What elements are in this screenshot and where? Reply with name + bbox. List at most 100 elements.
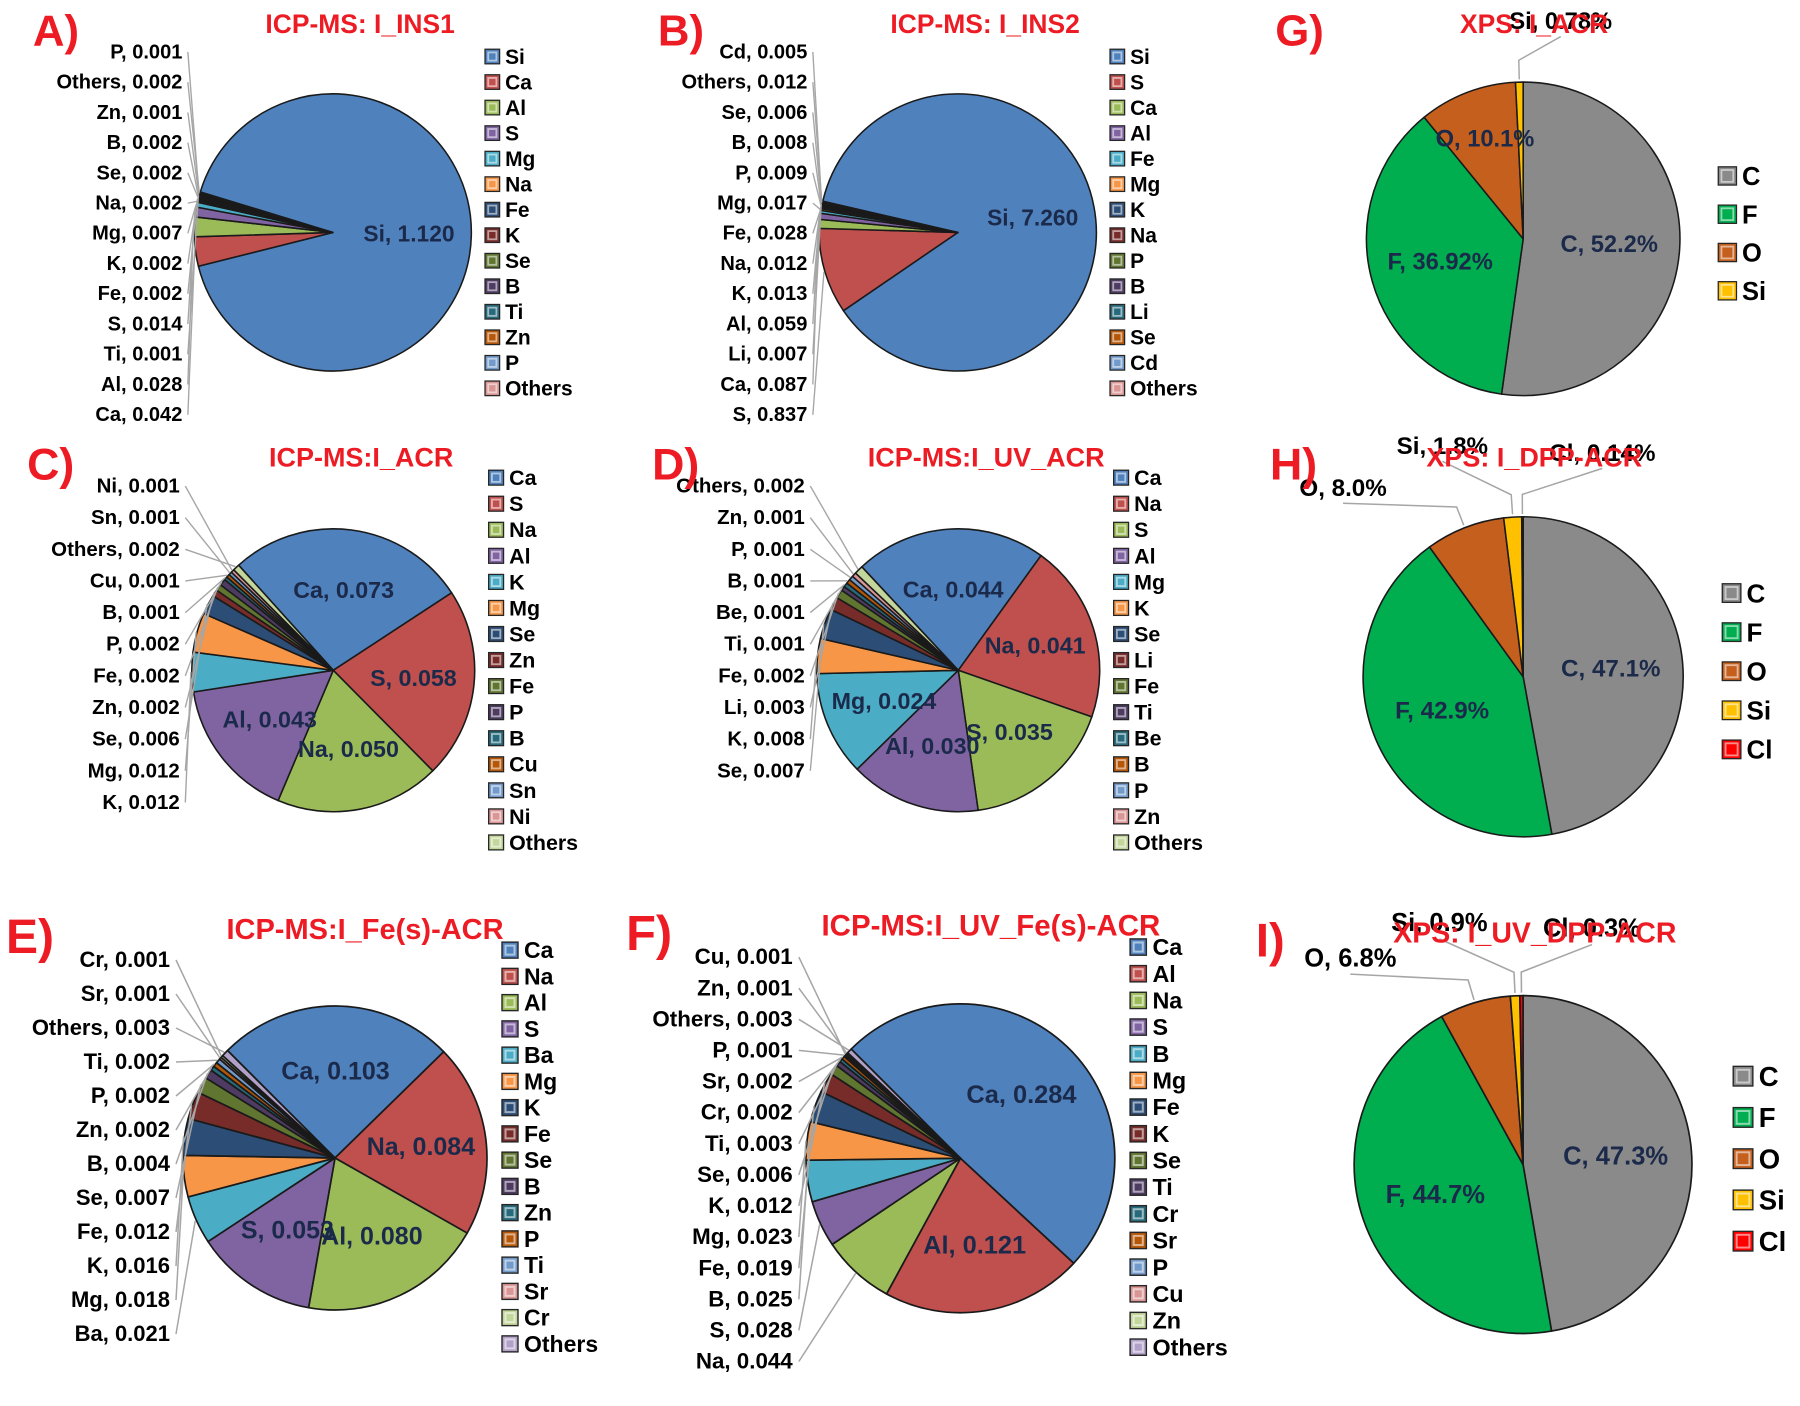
callout-label-P: P, 0.001 [110, 41, 182, 63]
leader-line-B [798, 1181, 808, 1300]
leader-line-Others [187, 82, 200, 193]
legend-swatch-inner-Ca [1115, 472, 1127, 483]
legend-label-B: B [509, 727, 524, 751]
legend-swatch-Mg [1113, 573, 1130, 590]
panel-d-chart: Others, 0.002 Zn, 0.001 P, 0.001 B, 0.001 Be… [652, 441, 1203, 855]
pie-slice-C [1522, 515, 1684, 836]
legend-swatch-inner-S [1132, 1021, 1144, 1033]
callout-label-Fe: Fe, 0.002 [98, 283, 183, 305]
callout-label-Cu: Cu, 0.001 [90, 569, 180, 592]
callout-label-Al: Al, 0.059 [726, 313, 807, 335]
legend-swatch-inner-Ti [1132, 1181, 1144, 1193]
callout-label-Se: Se, 0.007 [76, 1185, 170, 1210]
inside-label-F: F, 42.9% [1395, 698, 1489, 725]
legend-swatch-Na [484, 176, 501, 193]
callout-label-P: P, 0.001 [731, 538, 805, 561]
legend-swatch-P [501, 1230, 519, 1248]
legend-swatch-Cr [501, 1308, 519, 1327]
legend-swatch-inner-B [1115, 759, 1127, 770]
legend-label-Cr: Cr [1152, 1201, 1178, 1227]
legend-swatch-inner-Mg [490, 602, 502, 614]
callout-label-Mg: Mg, 0.007 [92, 223, 182, 245]
leader-line-B [184, 577, 226, 614]
pie-slice-Al [885, 1157, 1075, 1314]
legend-item-Fe: Fe [1113, 675, 1159, 699]
legend-swatch-inner-P [1115, 785, 1127, 796]
legend-item-P: P [1129, 1254, 1168, 1280]
legend-swatch-Na [1109, 227, 1126, 244]
legend-swatch-Ca [501, 941, 519, 959]
legend-item-S: S [1109, 71, 1144, 94]
legend-swatch-inner-Cl [1724, 742, 1739, 757]
legend-label-Mg: Mg [1152, 1068, 1186, 1094]
legend-swatch-inner-Others [1132, 1341, 1144, 1353]
callout-label-Se: Se, 0.006 [697, 1162, 793, 1187]
panel-letter-H: H) [1270, 441, 1317, 490]
legend-label-P: P [509, 701, 523, 725]
legend-swatch-inner-P [490, 707, 502, 718]
legend-swatch-Zn [501, 1203, 519, 1222]
inside-label-F: F, 36.92% [1387, 249, 1492, 275]
legend-label-F: F [1742, 201, 1758, 229]
legend-label-Si: Si [1130, 46, 1150, 69]
legend-swatch-Se [1109, 329, 1126, 346]
legend-label-Se: Se [1152, 1148, 1181, 1174]
legend-swatch-inner-K [487, 230, 498, 241]
legend-item-Mg: Mg [1109, 173, 1160, 196]
inside-label-Al: Al, 0.043 [223, 706, 317, 732]
leader-line-S [798, 1224, 821, 1331]
legend-label-Ni: Ni [509, 805, 530, 829]
legend-swatch-inner-Si [487, 51, 498, 62]
legend-swatch-inner-B [1132, 1048, 1144, 1060]
legend-swatch-Sr [501, 1282, 519, 1301]
legend-swatch-inner-B [490, 733, 502, 744]
legend-item-K: K [484, 224, 520, 247]
panel-c-icpms-i-acr: Ni, 0.001 Sn, 0.001 Others, 0.002 Cu, 0.001… [0, 433, 620, 875]
panel-g-chart: Si, 0.78% C, 52.2% F, 36.92% O, 10.1% CFO Si G… [1275, 7, 1766, 397]
legend-swatch-inner-Fe [487, 204, 498, 215]
legend-item-K: K [501, 1095, 541, 1121]
callout-label-Ti: Ti, 0.001 [104, 344, 183, 366]
legend-swatch-Cu [488, 756, 505, 773]
callout-label-Cr: Cr, 0.001 [79, 947, 170, 972]
callout-label-P: P, 0.002 [106, 633, 180, 656]
leader-line-Mg [175, 1176, 184, 1301]
legend-swatch-inner-Ca [1112, 102, 1123, 113]
legend-swatch-inner-Ti [504, 1259, 516, 1271]
leader-line-Cu [798, 956, 846, 1055]
legend-swatch-inner-B [487, 281, 498, 292]
legend-swatch-Li [1109, 303, 1126, 320]
legend-swatch-Si [1721, 700, 1742, 721]
legend-swatch-Al [1113, 547, 1130, 564]
panel-letter-E: E) [6, 911, 54, 964]
inside-label-Ca: Ca, 0.044 [903, 576, 1004, 602]
callout-label-Others: Others, 0.003 [32, 1015, 170, 1040]
legend-label-Mg: Mg [505, 148, 535, 171]
pie-slice-Al [307, 1157, 469, 1311]
legend-item-Ti: Ti [501, 1252, 544, 1278]
legend-item-Se: Se [1113, 622, 1160, 646]
leader-line-Others [809, 485, 859, 570]
pie-slice-F [1362, 546, 1553, 838]
legend-swatch-inner-Li [1112, 306, 1123, 317]
legend-item-B: B [484, 276, 520, 299]
legend-swatch-inner-K [504, 1102, 516, 1114]
callout-label-Ti: Ti, 0.001 [724, 633, 804, 656]
legend-label-Sr: Sr [524, 1278, 548, 1304]
pie-slice-Others [821, 200, 959, 234]
legend-label-Others: Others [1130, 378, 1198, 401]
leader-line-O [1343, 502, 1465, 526]
legend-label-Fe: Fe [509, 675, 534, 699]
callout-label-Cd: Cd, 0.005 [719, 41, 807, 63]
leader-line-Fe [184, 586, 219, 677]
callout-label-Sr: Sr, 0.001 [81, 981, 170, 1006]
legend-swatch-inner-B [1112, 281, 1123, 292]
legend-swatch-Na [501, 967, 519, 986]
legend-swatch-Fe [488, 678, 505, 695]
callout-label-O: O, 8.0% [1299, 475, 1386, 502]
callout-label-Mg: Mg, 0.018 [71, 1287, 170, 1312]
legend-label-Si: Si [505, 46, 525, 69]
callout-label-P: P, 0.009 [735, 162, 807, 184]
legend-item-Cr: Cr [1129, 1201, 1178, 1227]
legend-swatch-inner-Si [1724, 703, 1739, 718]
